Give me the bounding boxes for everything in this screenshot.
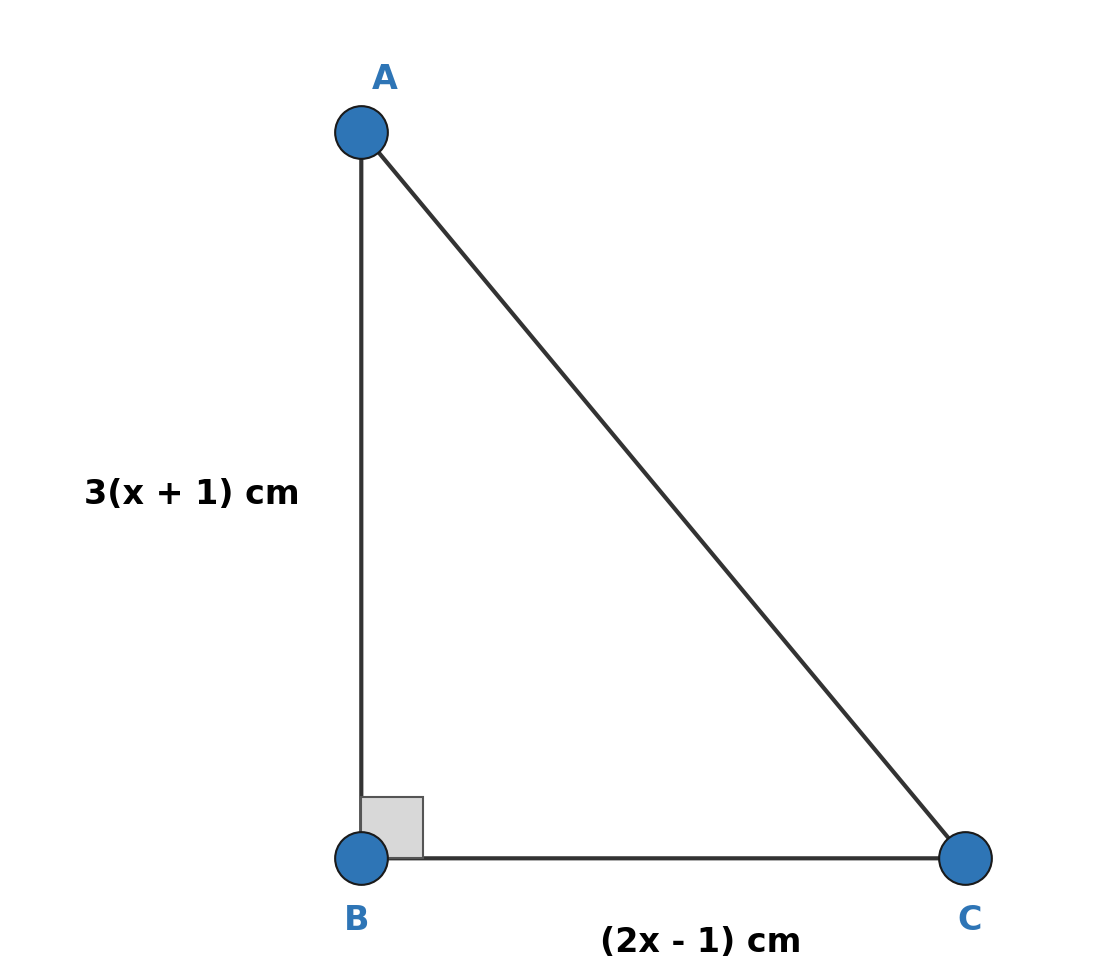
Point [957, 851, 975, 866]
Text: A: A [372, 63, 398, 96]
Point [352, 124, 370, 139]
Text: (2x - 1) cm: (2x - 1) cm [601, 926, 801, 959]
Text: 3(x + 1) cm: 3(x + 1) cm [84, 478, 299, 511]
Point [352, 851, 370, 866]
Text: B: B [344, 903, 369, 937]
Text: C: C [958, 903, 982, 937]
Bar [361, 797, 423, 859]
